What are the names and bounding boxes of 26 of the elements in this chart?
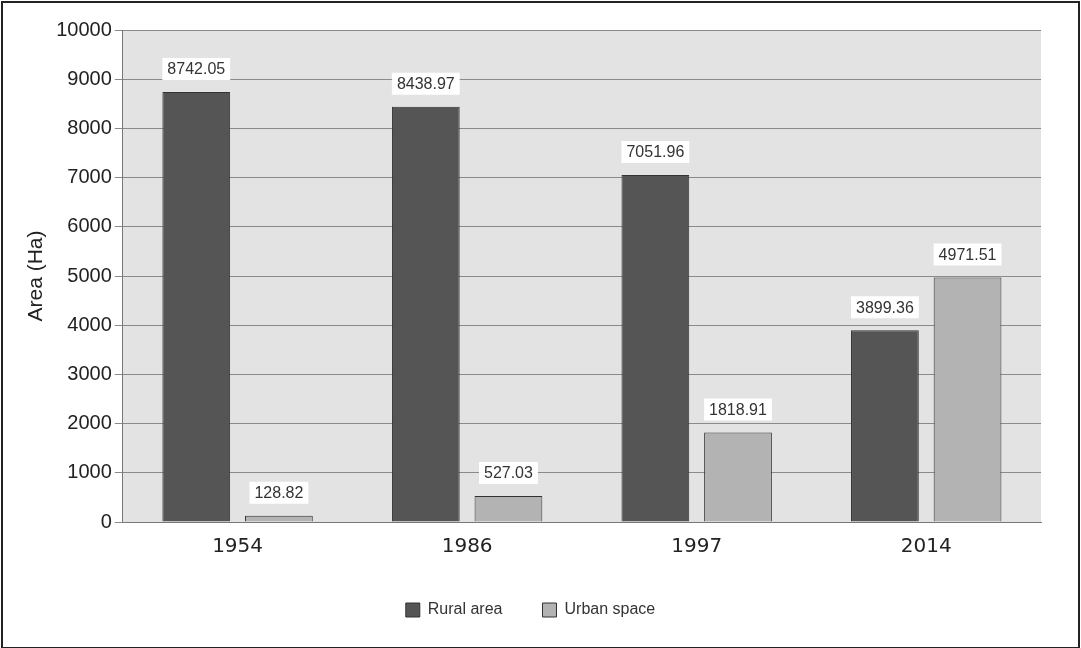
legend-label: Rural area xyxy=(427,600,503,618)
y-tick-label: 10000 xyxy=(56,17,112,40)
y-tick-label: 2000 xyxy=(67,411,112,434)
x-tick-label: 2014 xyxy=(900,533,952,558)
data-label: 7051.96 xyxy=(626,143,685,161)
x-tick-label: 1954 xyxy=(212,533,264,558)
data-label: 4971.51 xyxy=(938,245,997,263)
data-label: 8742.05 xyxy=(167,60,226,78)
data-label: 1818.91 xyxy=(709,400,768,418)
y-axis-title: Area (Ha) xyxy=(23,230,47,322)
y-tick-label: 4000 xyxy=(67,312,112,335)
x-tick-label: 1997 xyxy=(671,533,723,558)
data-label: 8438.97 xyxy=(396,75,455,93)
data-label: 3899.36 xyxy=(855,298,914,316)
y-tick-label: 3000 xyxy=(67,361,112,384)
y-tick-label: 8000 xyxy=(67,115,112,138)
y-tick-label: 1000 xyxy=(67,460,112,483)
x-tick-label: 1986 xyxy=(441,533,493,558)
y-tick-label: 0 xyxy=(100,509,112,532)
y-tick-label: 7000 xyxy=(67,165,112,188)
y-tick-label: 9000 xyxy=(67,66,112,89)
legend-label: Urban space xyxy=(564,600,656,618)
y-tick-label: 5000 xyxy=(67,263,112,286)
y-tick-label: 6000 xyxy=(67,214,112,237)
data-label: 527.03 xyxy=(483,464,534,482)
data-label: 128.82 xyxy=(254,484,304,502)
